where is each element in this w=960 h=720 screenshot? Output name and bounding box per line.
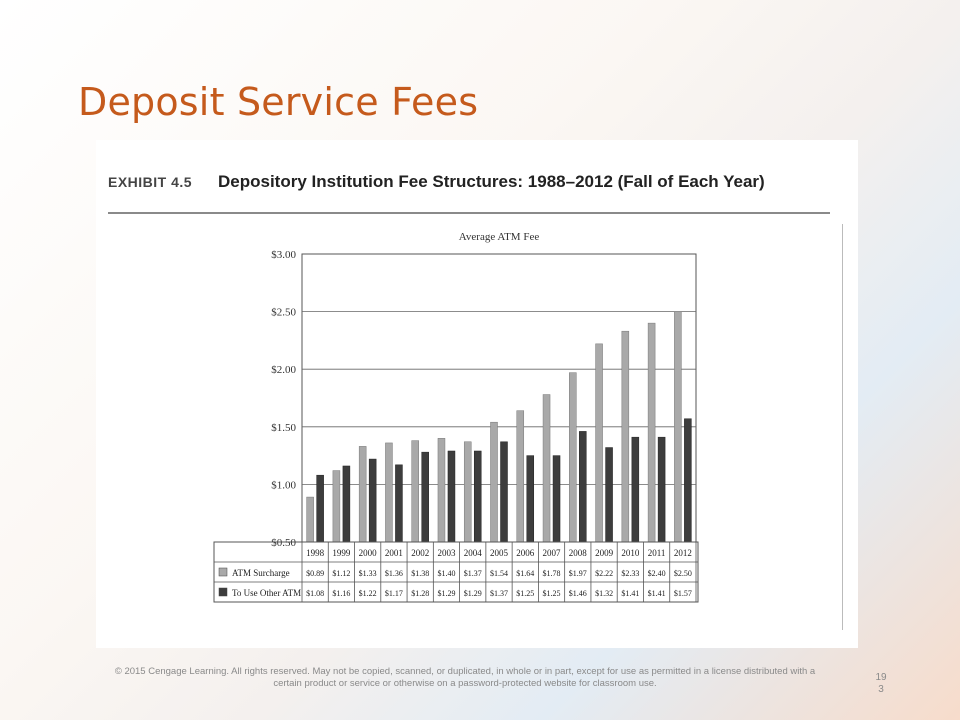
x-tick-label: 2010 [621, 548, 640, 558]
bar-atm-surcharge [463, 441, 472, 543]
y-tick-label: $2.50 [271, 307, 296, 319]
data-label: $1.36 [385, 569, 403, 578]
y-tick-label: $1.50 [271, 422, 296, 434]
y-tick-label: $1.00 [271, 479, 296, 491]
bar-to-use-other-atm [316, 474, 324, 543]
legend-label: ATM Surcharge [232, 568, 290, 578]
data-label: $1.17 [385, 589, 403, 598]
data-label: $1.32 [595, 589, 613, 598]
data-label: $2.33 [621, 569, 639, 578]
data-label: $2.40 [648, 569, 666, 578]
x-tick-label: 1998 [306, 548, 325, 558]
data-label: $1.16 [332, 589, 350, 598]
x-tick-label: 2002 [411, 548, 429, 558]
data-table [213, 541, 699, 603]
bar-atm-surcharge [306, 496, 314, 543]
data-label: $1.29 [464, 589, 482, 598]
data-label: $1.97 [569, 569, 587, 578]
data-label: $1.33 [359, 569, 377, 578]
plot-area [301, 253, 697, 543]
bar-atm-surcharge [437, 438, 446, 543]
bar-to-use-other-atm [342, 465, 351, 543]
x-tick-label: 2009 [595, 548, 614, 558]
x-tick-label: 2012 [674, 548, 692, 558]
data-label: $1.37 [464, 569, 482, 578]
bar-to-use-other-atm [605, 447, 613, 543]
data-label: $2.22 [595, 569, 613, 578]
atm-fee-chart: Average ATM Fee $0.50 $1.00 $1.50 $2.00 $2.50… [213, 231, 699, 603]
data-label: $1.12 [332, 569, 350, 578]
x-tick-label: 2011 [648, 548, 666, 558]
bar-atm-surcharge [674, 311, 682, 543]
bar-to-use-other-atm [368, 458, 377, 543]
data-label: $1.28 [411, 589, 429, 598]
data-label: $1.40 [437, 569, 455, 578]
exhibit-header: EXHIBIT 4.5 Depository Institution Fee S… [108, 172, 830, 214]
x-tick-label: 1999 [332, 548, 351, 558]
data-label: $1.41 [621, 589, 639, 598]
bar-to-use-other-atm [500, 441, 508, 543]
exhibit-panel: EXHIBIT 4.5 Depository Institution Fee S… [96, 140, 858, 648]
data-label: $2.50 [674, 569, 692, 578]
data-label: $1.25 [543, 589, 561, 598]
data-label: $1.54 [490, 569, 508, 578]
chart-title: Average ATM Fee [459, 231, 540, 243]
data-label: $1.46 [569, 589, 587, 598]
x-tick-label: 2004 [464, 548, 483, 558]
legend-swatch [218, 587, 228, 597]
slide-number: 19 3 [866, 672, 896, 696]
bar-atm-surcharge [332, 470, 341, 543]
bar-atm-surcharge [647, 322, 656, 543]
slide-title: Deposit Service Fees [78, 80, 479, 124]
exhibit-number: EXHIBIT 4.5 [108, 174, 193, 190]
bar-atm-surcharge [385, 442, 393, 543]
data-label: $1.25 [516, 589, 534, 598]
legend-swatch [218, 567, 228, 577]
bar-to-use-other-atm [552, 455, 561, 543]
bar-to-use-other-atm [395, 464, 403, 543]
bar-to-use-other-atm [526, 455, 535, 543]
data-label: $1.38 [411, 569, 429, 578]
bar-to-use-other-atm [684, 418, 692, 543]
x-tick-label: 2006 [516, 548, 535, 558]
data-label: $0.89 [306, 569, 324, 578]
bar-atm-surcharge [595, 343, 603, 543]
bar-atm-surcharge [542, 394, 551, 543]
data-label: $1.78 [543, 569, 561, 578]
bar-atm-surcharge [411, 440, 419, 543]
y-tick-label: $3.00 [271, 249, 296, 261]
copyright-footer: © 2015 Cengage Learning. All rights rese… [114, 666, 816, 689]
bar-to-use-other-atm [657, 436, 666, 543]
data-label: $1.22 [359, 589, 377, 598]
x-tick-label: 2000 [359, 548, 378, 558]
data-label: $1.41 [648, 589, 666, 598]
x-tick-label: 2007 [543, 548, 562, 558]
bar-to-use-other-atm [421, 451, 429, 543]
y-tick-label: $0.50 [271, 537, 296, 549]
data-label: $1.08 [306, 589, 324, 598]
data-label: $1.29 [437, 589, 455, 598]
data-label: $1.57 [674, 589, 692, 598]
exhibit-title: Depository Institution Fee Structures: 1… [218, 172, 765, 191]
bar-to-use-other-atm [447, 450, 456, 543]
data-label: $1.64 [516, 569, 534, 578]
bar-to-use-other-atm [579, 431, 587, 543]
x-tick-label: 2001 [385, 548, 403, 558]
panel-divider [842, 224, 843, 630]
bar-atm-surcharge [516, 410, 525, 543]
x-tick-label: 2005 [490, 548, 509, 558]
bar-to-use-other-atm [473, 450, 482, 543]
bar-atm-surcharge [358, 446, 367, 543]
bar-to-use-other-atm [631, 436, 640, 543]
legend-label: To Use Other ATM [232, 588, 301, 598]
x-tick-label: 2008 [569, 548, 588, 558]
bar-atm-surcharge [569, 372, 577, 543]
bar-atm-surcharge [621, 330, 630, 543]
y-tick-label: $2.00 [271, 364, 296, 376]
data-label: $1.37 [490, 589, 508, 598]
x-tick-label: 2003 [437, 548, 456, 558]
slide-number-text: 19 3 [875, 672, 887, 695]
bar-atm-surcharge [490, 421, 498, 543]
